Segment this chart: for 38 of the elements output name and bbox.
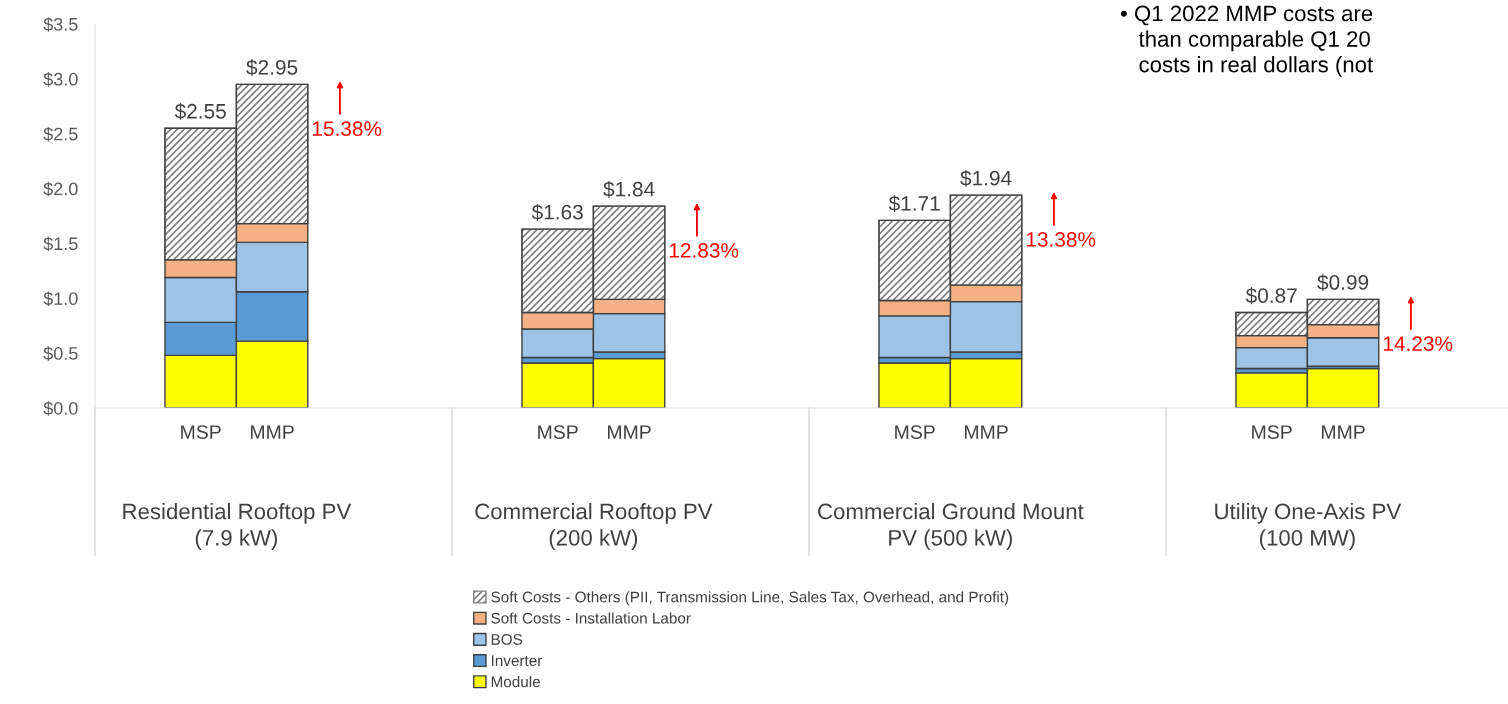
- annotation: 12.83%: [669, 243, 739, 258]
- y-tick-label: $1.5: [43, 236, 78, 252]
- legend-label: Soft Costs - Installation Labor: [491, 612, 691, 624]
- text: Residential Rooftop PV (7.9 kW): [123, 503, 352, 551]
- legend-label: Module: [491, 676, 540, 688]
- total-label: $0.87: [1245, 287, 1297, 305]
- total-label: $2.95: [246, 59, 298, 76]
- text: Utility One-Axis PV (100 MW): [1215, 503, 1402, 551]
- total-label: $0.99: [1317, 274, 1369, 292]
- total-label: $1.94: [960, 169, 1012, 187]
- y-tick-label: $0.0: [43, 401, 78, 416]
- x-tick-label: MSP: [181, 425, 221, 439]
- legend-label: Soft Costs - Others (PII, Transmission Line, Sales Tax, Overhead, and Profit): [491, 591, 1009, 606]
- y-tick-label: $3.5: [43, 17, 78, 32]
- total-label: $1.84: [603, 180, 655, 198]
- x-tick-label: MSP: [1252, 425, 1292, 439]
- y-tick-label: $1.0: [43, 291, 78, 307]
- y-tick-label: $3.0: [43, 72, 78, 87]
- x-tick-label: MMP: [1321, 425, 1365, 439]
- annotation: 15.38%: [312, 121, 382, 137]
- y-tick-label: $0.5: [43, 346, 78, 361]
- x-tick-label: MMP: [607, 425, 651, 439]
- text: 14.23%: [1383, 336, 1453, 352]
- total-label: $2.55: [174, 103, 226, 120]
- y-tick-label: $2.5: [43, 126, 78, 142]
- x-tick-label: MSP: [538, 425, 578, 439]
- annotation: • Q1 2022 MMP costs are than comparable Q1 20 costs in real dollars (not: [1120, 5, 1374, 77]
- text: Commercial Rooftop PV (200 kW): [475, 503, 713, 551]
- total-label: $1.63: [531, 203, 583, 221]
- x-tick-label: MMP: [250, 425, 294, 439]
- legend-label: BOS: [491, 634, 523, 645]
- x-tick-label: MSP: [895, 425, 935, 439]
- y-tick-label: $2.0: [43, 181, 78, 197]
- annotation: 13.38%: [1026, 232, 1096, 247]
- legend-label: Inverter: [491, 655, 543, 667]
- text: Commercial Ground Mount PV (500 kW): [818, 503, 1084, 551]
- total-label: $1.71: [888, 195, 940, 213]
- x-tick-label: MMP: [964, 425, 1008, 439]
